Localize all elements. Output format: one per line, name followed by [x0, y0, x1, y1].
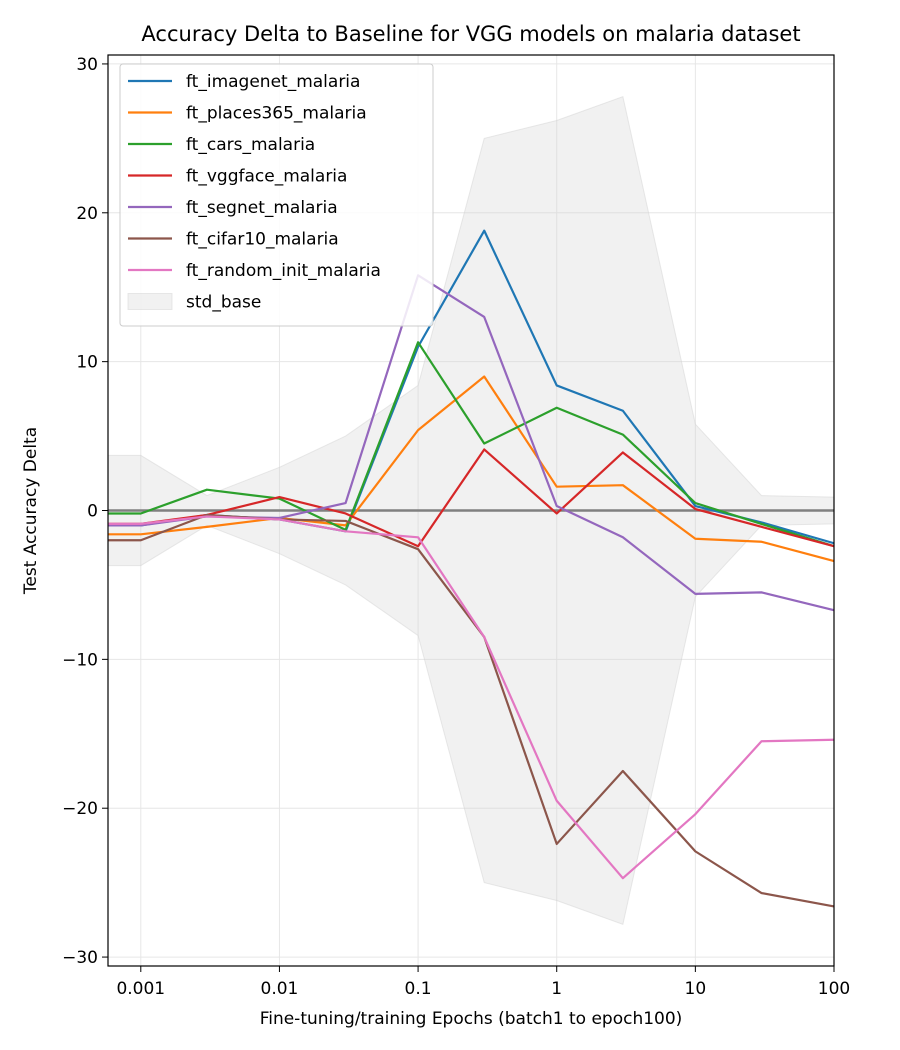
legend-label: ft_cifar10_malaria [186, 230, 339, 250]
legend-label: ft_imagenet_malaria [186, 72, 360, 92]
x-tick-label: 0.1 [405, 979, 432, 999]
y-tick-label: 0 [87, 502, 98, 522]
series-line-ft_places365_malaria [108, 375, 835, 563]
legend-label: ft_random_init_malaria [186, 261, 381, 281]
legend-label: std_base [186, 293, 261, 313]
x-tick-label: 0.001 [116, 979, 165, 999]
x-tick-label: 100 [818, 979, 850, 999]
x-axis-label: Fine-tuning/training Epochs (batch1 to e… [260, 1009, 683, 1029]
y-tick-label: 20 [76, 204, 98, 224]
chart-title: Accuracy Delta to Baseline for VGG model… [141, 22, 800, 46]
series-line-ft_cifar10_malaria [108, 513, 835, 908]
legend-box [119, 63, 434, 327]
legend: ft_imagenet_malaria ft_places365_malariaf… [119, 63, 434, 327]
y-tick-label: 10 [76, 353, 98, 373]
x-tick-label: 10 [685, 979, 707, 999]
legend-label: ft_cars_malaria [186, 135, 315, 155]
x-axis-ticks: 0.001 0.01 0.1 1 10 100 [116, 966, 850, 999]
series-line-ft_vggface_malaria [108, 448, 835, 548]
series-line-ft_random_init_malaria [108, 515, 835, 880]
y-tick-label: −10 [62, 650, 98, 670]
legend-label: ft_places365_malaria [186, 104, 367, 124]
y-tick-label: 30 [76, 55, 98, 75]
y-tick-label: −30 [62, 948, 98, 968]
series-line-ft_cars_malaria [108, 341, 835, 548]
legend-label: ft_segnet_malaria [186, 198, 338, 218]
y-axis-label: Test Accuracy Delta [21, 427, 41, 595]
y-tick-label: −20 [62, 799, 98, 819]
legend-label: ft_vggface_malaria [186, 167, 347, 187]
x-tick-label: 1 [551, 979, 562, 999]
y-axis-ticks: −30 −20 −10 0 10 20 30 [62, 55, 108, 968]
series-lines [108, 229, 835, 908]
x-tick-label: 0.01 [261, 979, 299, 999]
legend-swatch-band [127, 293, 173, 310]
